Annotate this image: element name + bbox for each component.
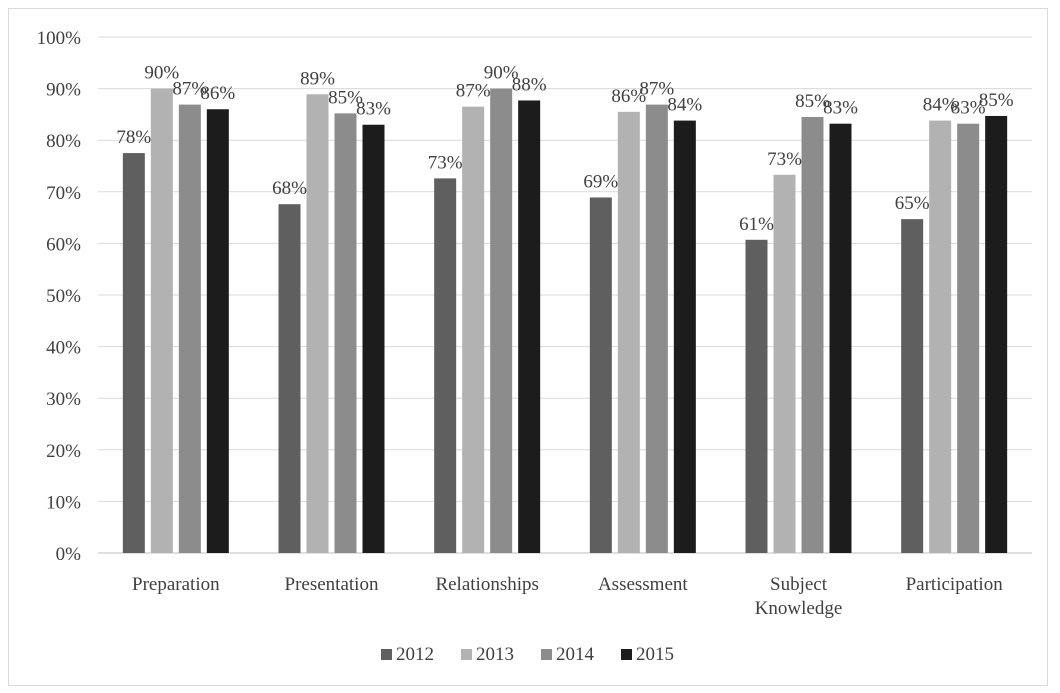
legend-label-2013: 2013 (476, 644, 514, 665)
legend-swatch-2014 (541, 649, 552, 660)
x-tick-label: Subject Knowledge (755, 574, 843, 619)
bar-2014-assessment (645, 104, 668, 553)
bar-2013-participation (929, 120, 952, 553)
data-label: 90% (484, 63, 519, 84)
data-label: 65% (895, 193, 930, 214)
legend-swatch-2015 (621, 649, 632, 660)
bar-2012-participation (901, 219, 924, 553)
data-label: 87% (172, 79, 207, 100)
bar-2012-preparation (122, 153, 145, 553)
data-labels: 78%90%87%86%68%89%85%83%73%87%90%88%69%8… (116, 63, 1013, 235)
legend-swatch-2013 (461, 649, 472, 660)
bar-2015-relationships (518, 100, 541, 553)
data-label: 89% (300, 68, 335, 89)
bar-2015-preparation (206, 109, 229, 554)
y-tick-label: 60% (46, 234, 81, 255)
data-label: 85% (795, 91, 830, 112)
data-label: 78% (116, 127, 151, 148)
x-tick-label-line: Participation (906, 574, 1004, 595)
data-label: 83% (823, 98, 858, 119)
data-label: 83% (356, 99, 391, 120)
bar-2015-subject-knowledge (829, 123, 852, 554)
data-label: 84% (667, 95, 702, 116)
bar-2012-subject-knowledge (745, 239, 768, 553)
x-tick-label: Presentation (285, 574, 379, 595)
data-label: 84% (923, 95, 958, 116)
legend-swatch-2012 (381, 649, 392, 660)
bar-2012-assessment (589, 197, 612, 553)
y-tick-label: 70% (46, 183, 81, 204)
data-label: 73% (428, 152, 463, 173)
y-tick-label: 40% (46, 338, 81, 359)
bar-2013-subject-knowledge (773, 174, 796, 553)
bar-2014-presentation (334, 113, 357, 554)
bar-2013-preparation (150, 88, 173, 553)
x-tick-label-line: Preparation (132, 574, 220, 595)
bar-2014-preparation (178, 104, 201, 553)
x-tick-label-line: Relationships (435, 574, 538, 595)
bar-2012-relationships (434, 178, 457, 553)
legend-label-2012: 2012 (396, 644, 434, 665)
x-tick-label-line: Knowledge (755, 598, 843, 619)
data-label: 73% (767, 149, 802, 170)
y-axis: 0% 10% 20% 30% 40% 50% 60% 70% 80% 90% 100% (37, 28, 82, 565)
data-label: 61% (739, 214, 774, 235)
bar-2013-relationships (462, 106, 485, 553)
data-label: 85% (979, 90, 1014, 111)
x-tick-label-line: Assessment (598, 574, 688, 595)
x-axis: Preparation Presentation Relationships Asse… (132, 574, 1003, 619)
bar-2015-presentation (362, 124, 385, 553)
data-label: 69% (583, 171, 618, 192)
bar-2014-participation (957, 123, 980, 554)
y-tick-label: 20% (46, 441, 81, 462)
bar-2014-subject-knowledge (801, 116, 824, 553)
y-tick-label: 30% (46, 389, 81, 410)
data-label: 68% (272, 178, 307, 199)
bar-2012-presentation (278, 204, 301, 553)
x-tick-label: Preparation (132, 574, 220, 595)
data-label: 86% (611, 86, 646, 107)
y-tick-label: 100% (37, 28, 82, 49)
data-label: 83% (951, 98, 986, 119)
legend-label-2014: 2014 (556, 644, 595, 665)
data-label: 87% (639, 79, 674, 100)
y-tick-label: 10% (46, 492, 81, 513)
legend: 2012 2013 2014 2015 (381, 644, 674, 665)
bar-2015-participation (985, 115, 1008, 553)
gridlines (98, 36, 1032, 554)
data-label: 86% (200, 83, 235, 104)
bars (122, 88, 1008, 554)
legend-label-2015: 2015 (636, 644, 674, 665)
data-label: 88% (512, 74, 547, 95)
y-tick-label: 80% (46, 131, 81, 152)
data-label: 87% (456, 81, 491, 102)
y-tick-label: 50% (46, 286, 81, 307)
bar-2013-presentation (306, 94, 329, 553)
bar-2015-assessment (673, 120, 696, 553)
x-tick-label: Assessment (598, 574, 688, 595)
x-tick-label-line: Presentation (285, 574, 379, 595)
y-tick-label: 90% (46, 80, 81, 101)
x-tick-label: Participation (906, 574, 1004, 595)
y-tick-label: 0% (56, 544, 82, 565)
bar-2014-relationships (490, 88, 513, 553)
bar-2013-assessment (617, 111, 640, 553)
data-label: 90% (144, 63, 179, 84)
x-tick-label-line: Subject (770, 574, 828, 595)
x-tick-label: Relationships (435, 574, 538, 595)
data-label: 85% (328, 87, 363, 108)
